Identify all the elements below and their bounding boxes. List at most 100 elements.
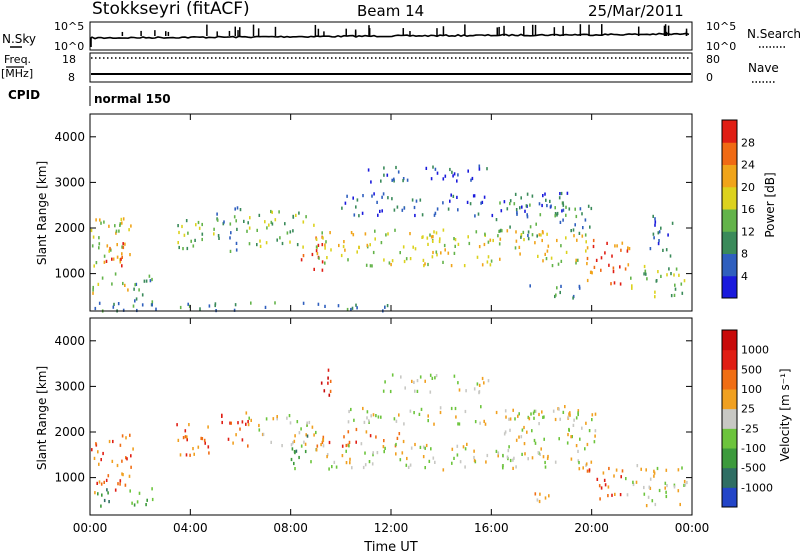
power-y-tick-label: 3000 <box>54 175 85 189</box>
power-cell <box>313 223 315 227</box>
velocity-cell <box>293 461 295 466</box>
power-cell <box>657 242 660 246</box>
velocity-cell <box>571 435 573 439</box>
power-cell <box>178 230 180 235</box>
velocity-cell <box>528 417 531 421</box>
power-cell <box>443 243 446 248</box>
velocity-cell <box>111 459 114 463</box>
velocity-cell <box>347 420 350 424</box>
power-cell <box>355 205 357 209</box>
velocity-cell <box>683 483 685 487</box>
power-cell <box>316 252 319 256</box>
power-cell <box>433 230 435 234</box>
power-cell <box>114 272 117 276</box>
velocity-cell <box>130 465 132 469</box>
freq-label: Freq. <box>4 53 31 66</box>
power-cell <box>324 243 326 247</box>
velocity-cell <box>531 429 533 433</box>
power-cell <box>185 219 188 223</box>
velocity-cell <box>291 447 294 451</box>
velocity-cell <box>398 432 401 436</box>
power-cell <box>121 221 123 225</box>
power-cell <box>391 259 394 263</box>
velocity-cell <box>186 435 188 439</box>
power-cell <box>247 221 249 225</box>
power-y-axis: 1000 2000 3000 4000 <box>54 130 692 281</box>
power-cell <box>381 209 383 213</box>
velocity-cell <box>117 482 119 486</box>
velocity-cell <box>679 502 681 507</box>
power-cell <box>525 204 528 208</box>
power-cell <box>186 246 189 251</box>
power-cell <box>546 249 549 253</box>
power-cell <box>436 207 439 211</box>
power-cell <box>480 201 482 205</box>
velocity-cell <box>640 467 642 471</box>
velocity-cell <box>558 437 560 441</box>
velocity-cell <box>434 376 436 380</box>
velocity-cell <box>365 430 368 434</box>
velocity-cell <box>422 445 425 449</box>
velocity-cell <box>503 432 506 436</box>
power-cell <box>432 250 434 255</box>
power-cell <box>646 277 648 281</box>
power-cell <box>409 232 411 236</box>
power-cell <box>678 273 680 277</box>
power-cell <box>655 279 658 283</box>
power-cell <box>270 220 273 224</box>
power-cell <box>194 238 196 242</box>
power-cell <box>434 211 437 215</box>
velocity-cell <box>327 376 329 380</box>
power-cell <box>230 231 232 235</box>
velocity-cell <box>308 420 311 425</box>
velocity-y-tick-label: 4000 <box>54 334 85 348</box>
power-cell <box>199 307 201 311</box>
velocity-cell <box>666 484 668 488</box>
velocity-cell <box>294 467 296 471</box>
velocity-cell <box>121 459 123 463</box>
power-cell <box>562 218 564 222</box>
velocity-cell <box>124 483 127 487</box>
power-cell <box>271 210 273 214</box>
power-cell <box>515 239 518 243</box>
power-colorbar-swatch <box>722 164 737 188</box>
velocity-cell <box>473 387 476 391</box>
velocity-cell <box>416 379 419 383</box>
power-cell <box>433 213 436 217</box>
power-cell <box>249 216 251 220</box>
power-cell <box>447 207 450 211</box>
velocity-cell <box>543 437 545 441</box>
power-cell <box>94 306 97 311</box>
power-cell <box>313 267 315 271</box>
velocity-cell <box>300 427 302 431</box>
power-cell <box>315 249 318 253</box>
velocity-cell <box>534 409 537 413</box>
velocity-cell <box>673 483 676 487</box>
power-cell <box>486 260 489 264</box>
velocity-cell <box>129 489 131 493</box>
power-cell <box>340 253 343 258</box>
power-cell <box>457 242 460 246</box>
power-colorbar-swatch <box>722 120 737 143</box>
power-cell <box>423 264 425 268</box>
velocity-cell <box>366 416 368 420</box>
velocity-colorbar-swatch <box>722 448 737 469</box>
power-cell <box>519 206 521 210</box>
power-cell <box>432 239 434 243</box>
power-cell <box>324 246 326 250</box>
velocity-x-tick-label: 16:00 <box>474 521 509 535</box>
power-cell <box>92 288 94 292</box>
power-cell <box>589 270 592 274</box>
power-cell <box>541 238 543 243</box>
velocity-cell <box>411 379 413 383</box>
power-cell <box>289 230 292 234</box>
velocity-cell <box>351 466 353 470</box>
cpid-value: normal 150 <box>94 92 171 106</box>
velocity-cell <box>362 465 365 470</box>
velocity-cell <box>544 465 547 469</box>
velocity-cell <box>315 430 317 435</box>
velocity-cell <box>544 496 547 500</box>
power-cell <box>526 213 528 217</box>
power-cell <box>478 164 481 168</box>
power-cell <box>295 213 297 217</box>
